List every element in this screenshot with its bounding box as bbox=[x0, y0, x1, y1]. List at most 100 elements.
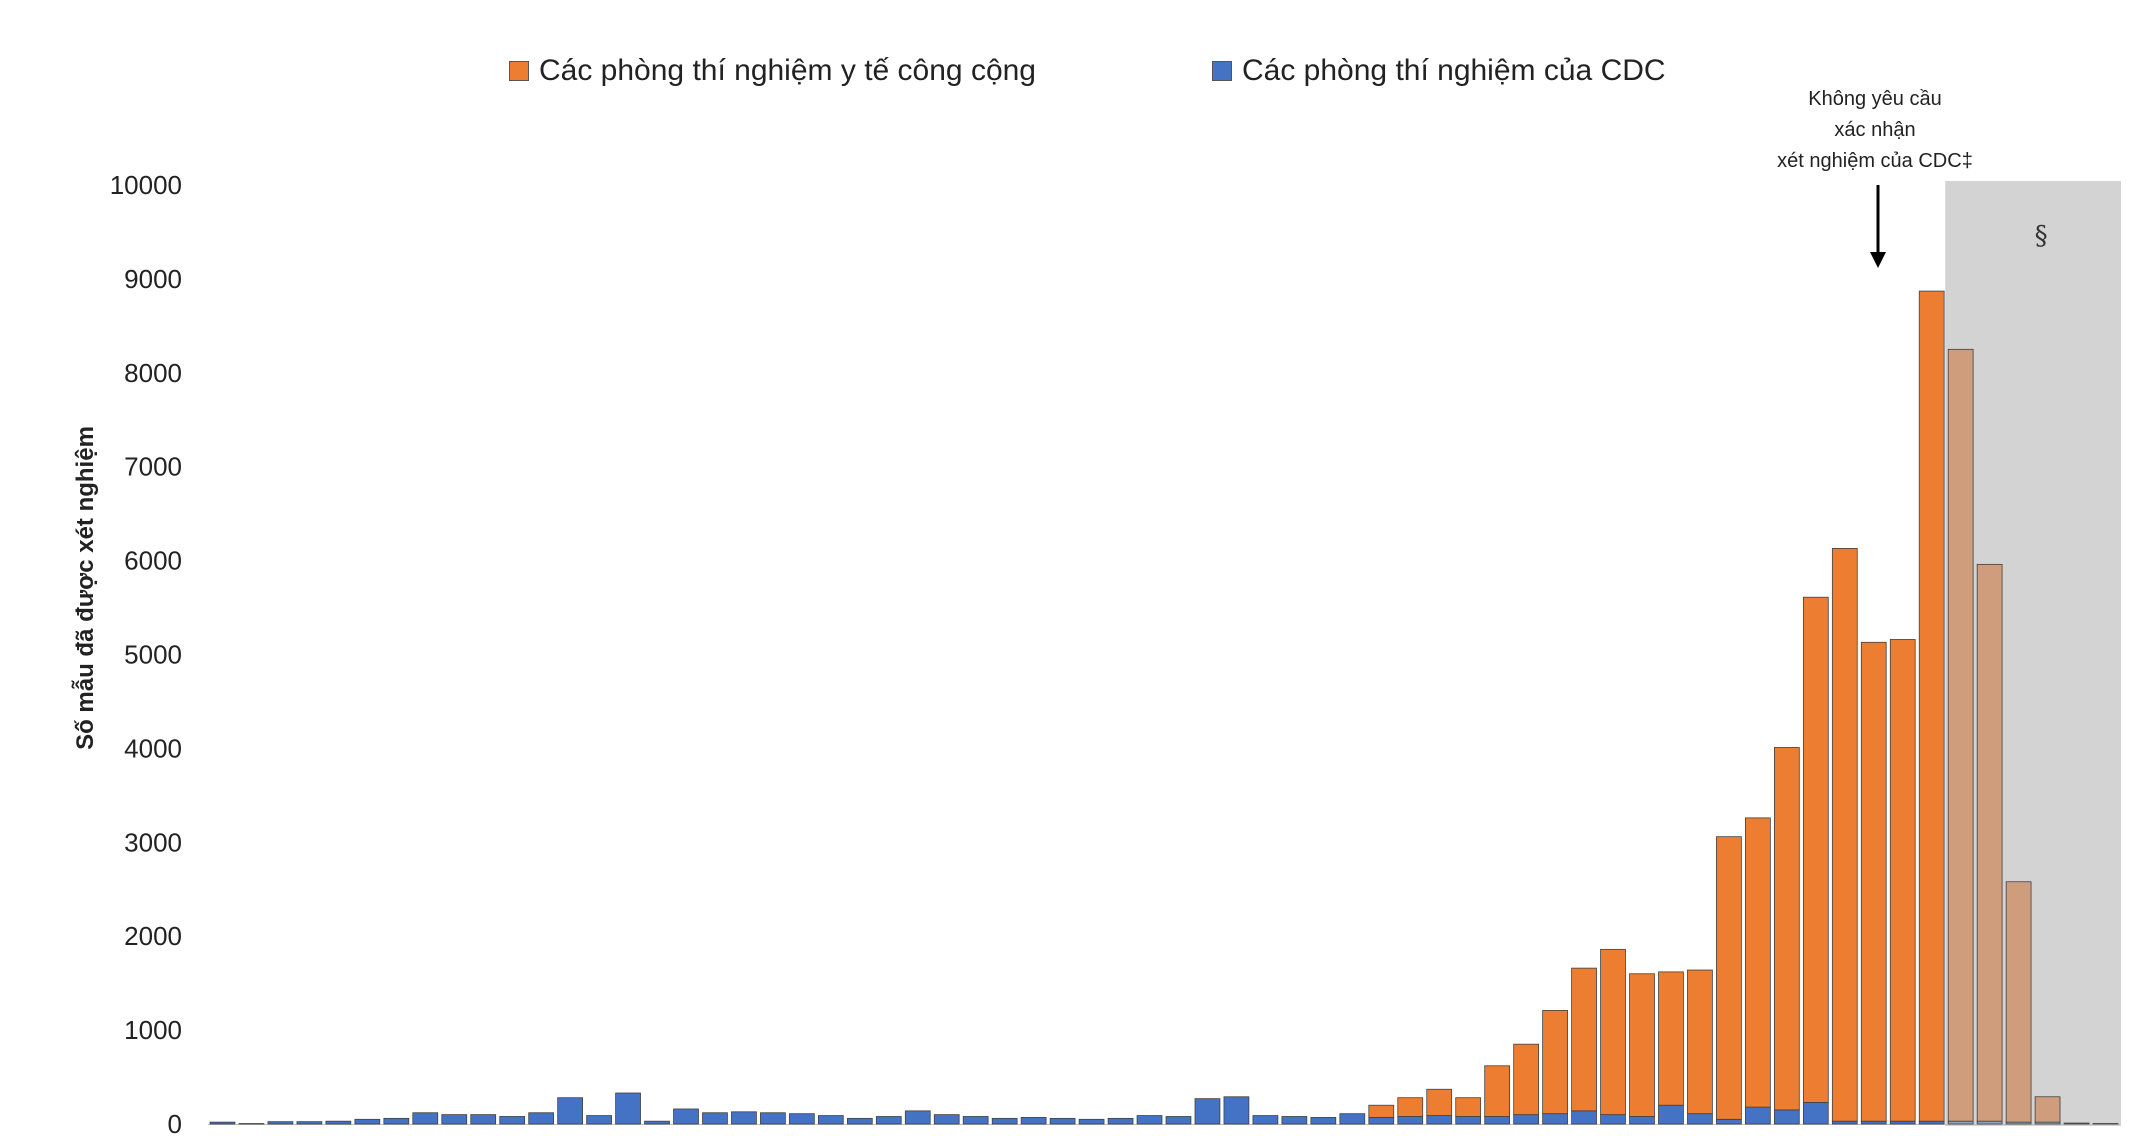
bar-cdc bbox=[1484, 1116, 1511, 1125]
bar-cdc bbox=[1918, 1120, 1945, 1125]
bar-public-health bbox=[1976, 563, 2003, 1122]
bar-cdc bbox=[673, 1108, 699, 1125]
bar-public-health bbox=[2034, 1096, 2061, 1123]
bar-public-health bbox=[1860, 641, 1887, 1122]
bar-public-health bbox=[1368, 1104, 1395, 1118]
bar-cdc bbox=[731, 1111, 757, 1125]
bar-cdc bbox=[1194, 1098, 1221, 1125]
bar-cdc bbox=[1513, 1114, 1539, 1125]
bar-cdc bbox=[1049, 1117, 1076, 1125]
bar-public-health bbox=[1658, 971, 1684, 1106]
bar-cdc bbox=[1339, 1113, 1366, 1125]
shaded-region-label: § bbox=[2035, 221, 2048, 251]
bar-cdc bbox=[470, 1114, 497, 1125]
annotation-line-3: xét nghiệm của CDC‡ bbox=[1777, 150, 1973, 172]
y-tick-label: 7000 bbox=[124, 452, 182, 482]
bar-cdc bbox=[1831, 1120, 1858, 1125]
y-tick-label: 2000 bbox=[124, 921, 182, 951]
bar-cdc bbox=[1860, 1120, 1887, 1125]
bar-public-health bbox=[1802, 596, 1829, 1103]
bar-cdc bbox=[1600, 1114, 1626, 1125]
bar-cdc bbox=[1571, 1110, 1597, 1125]
bar-public-health bbox=[1687, 969, 1713, 1115]
bar-cdc bbox=[1020, 1117, 1047, 1125]
bar-cdc bbox=[1716, 1118, 1742, 1125]
shaded-region bbox=[1945, 181, 2121, 1126]
bar-public-health bbox=[1629, 973, 1655, 1117]
bar-cdc bbox=[557, 1097, 583, 1125]
bar-public-health bbox=[2005, 881, 2032, 1123]
bar-cdc bbox=[875, 1116, 902, 1125]
bar-cdc bbox=[383, 1117, 410, 1125]
bar-public-health bbox=[1455, 1097, 1482, 1117]
bar-cdc bbox=[1889, 1120, 1916, 1125]
y-tick-label: 4000 bbox=[124, 733, 182, 763]
y-tick-label: 9000 bbox=[124, 264, 182, 294]
bar-cdc bbox=[325, 1120, 352, 1125]
bar-cdc bbox=[209, 1121, 236, 1125]
bar-cdc bbox=[846, 1117, 873, 1125]
bar-cdc bbox=[1947, 1120, 1974, 1125]
legend-swatch-cdc bbox=[1212, 61, 1232, 81]
legend-item-public-health: Các phòng thí nghiệm y tế công cộng bbox=[509, 54, 1036, 88]
bar-cdc bbox=[1455, 1116, 1482, 1125]
bar-public-health bbox=[1484, 1065, 1511, 1117]
bar-cdc bbox=[760, 1112, 786, 1125]
bar-public-health bbox=[1889, 639, 1916, 1122]
bar-cdc bbox=[1976, 1120, 2003, 1125]
bar-public-health bbox=[1542, 1009, 1568, 1115]
annotation-line-1: Không yêu cầu bbox=[1808, 88, 1942, 110]
bar-cdc bbox=[441, 1114, 468, 1125]
bar-cdc bbox=[1426, 1115, 1453, 1125]
y-tick-label: 8000 bbox=[124, 358, 182, 388]
annotation-no-cdc-confirmation: Không yêu cầu xác nhận xét nghiệm của CD… bbox=[1735, 84, 2015, 177]
bar-cdc bbox=[1542, 1113, 1568, 1125]
bar-cdc bbox=[267, 1121, 294, 1125]
bar-cdc bbox=[1629, 1116, 1655, 1125]
bar-cdc bbox=[1136, 1115, 1163, 1125]
bar-cdc bbox=[1745, 1106, 1771, 1125]
bar-public-health bbox=[1745, 817, 1771, 1108]
bar-public-health bbox=[1397, 1097, 1424, 1117]
bar-public-health bbox=[1831, 547, 1858, 1122]
bar-cdc bbox=[644, 1120, 670, 1125]
bar-cdc bbox=[1223, 1096, 1250, 1125]
bar-cdc bbox=[789, 1113, 815, 1125]
bar-cdc bbox=[817, 1115, 844, 1125]
legend-swatch-public-health bbox=[509, 61, 529, 81]
bar-public-health bbox=[1947, 348, 1974, 1122]
bar-public-health bbox=[1918, 290, 1945, 1122]
bar-cdc bbox=[702, 1112, 728, 1125]
bar-cdc bbox=[296, 1121, 323, 1125]
bar-cdc bbox=[1368, 1117, 1395, 1125]
bar-cdc bbox=[1802, 1102, 1829, 1125]
bar-cdc bbox=[1107, 1117, 1134, 1125]
bar-cdc bbox=[1281, 1116, 1308, 1125]
bar-cdc bbox=[1078, 1118, 1105, 1125]
bar-cdc bbox=[1165, 1116, 1192, 1125]
bar-public-health bbox=[1773, 747, 1800, 1111]
legend-item-cdc: Các phòng thí nghiệm của CDC bbox=[1212, 54, 1666, 88]
bar-cdc bbox=[615, 1092, 641, 1125]
bar-cdc bbox=[991, 1117, 1018, 1125]
bar-public-health bbox=[1513, 1043, 1539, 1116]
legend-label-public-health: Các phòng thí nghiệm y tế công cộng bbox=[539, 54, 1036, 87]
bar-cdc bbox=[2063, 1122, 2090, 1125]
bar-cdc bbox=[1310, 1117, 1337, 1125]
bar-cdc bbox=[586, 1115, 612, 1125]
bar-cdc bbox=[933, 1114, 960, 1125]
legend-label-cdc: Các phòng thí nghiệm của CDC bbox=[1242, 54, 1666, 87]
bar-cdc bbox=[1252, 1115, 1279, 1125]
y-tick-label: 3000 bbox=[124, 827, 182, 857]
bar-cdc bbox=[412, 1112, 439, 1125]
y-tick-label: 10000 bbox=[110, 170, 182, 200]
annotation-line-2: xác nhận bbox=[1834, 119, 1916, 141]
bar-cdc bbox=[354, 1118, 381, 1125]
bar-cdc bbox=[962, 1116, 989, 1125]
bar-public-health bbox=[1716, 836, 1742, 1120]
y-tick-label: 0 bbox=[168, 1109, 182, 1136]
y-axis-label: Số mẫu đã được xét nghiệm bbox=[72, 426, 99, 750]
bar-cdc bbox=[1687, 1113, 1713, 1125]
y-tick-label: 1000 bbox=[124, 1015, 182, 1045]
